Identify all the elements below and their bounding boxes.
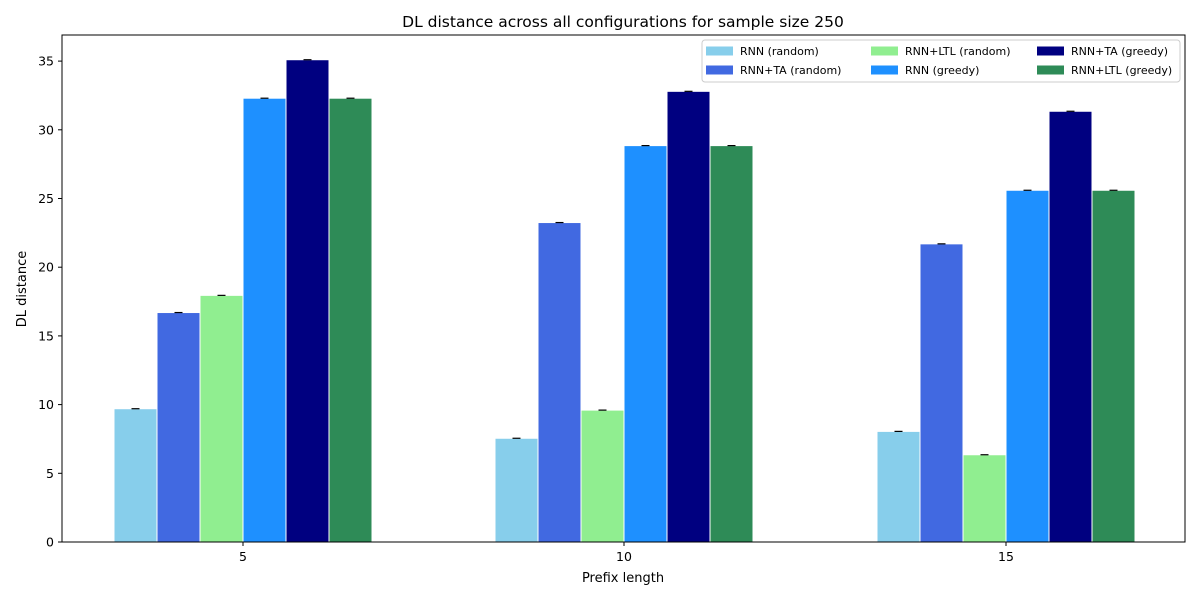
legend-label: RNN+TA (greedy) [1071,45,1168,58]
bar [709,145,754,543]
bar [285,59,330,543]
bar [580,409,625,543]
legend-swatch [706,65,733,75]
legend-swatch [871,65,898,75]
bar [876,430,921,543]
bar [199,294,244,543]
legend-swatch [871,46,898,56]
bar [623,145,668,543]
bar [328,97,373,543]
y-tick-label: 35 [38,54,54,69]
bar [494,437,539,543]
y-tick-label: 25 [38,191,54,206]
bar [1091,189,1136,543]
x-tick-label: 10 [616,549,632,564]
x-tick-label: 15 [998,549,1014,564]
legend-label: RNN+TA (random) [740,64,841,77]
y-tick-label: 5 [46,466,54,481]
legend-swatch [706,46,733,56]
bar [113,408,158,543]
chart-title: DL distance across all configurations fo… [402,13,844,31]
legend: RNN (random) RNN+TA (random) RNN+LTL (rand… [701,39,1181,83]
x-axis-label: Prefix length [582,571,664,586]
y-tick-label: 20 [38,260,54,275]
y-tick-label: 15 [38,328,54,343]
legend-swatch [1037,65,1064,75]
legend-label: RNN+LTL (random) [905,45,1011,58]
bar [919,243,964,543]
legend-swatch [1037,46,1064,56]
x-tick-label: 5 [239,549,247,564]
bar [537,222,582,543]
bar [242,97,287,543]
bar [666,90,711,543]
bar [156,312,201,543]
legend-label: RNN (greedy) [905,64,979,77]
y-tick-label: 10 [38,397,54,412]
legend-label: RNN (random) [740,45,819,58]
bar [962,454,1007,543]
bar [1005,189,1050,543]
y-tick-label: 30 [38,122,54,137]
bar [1048,110,1093,543]
y-axis-label: DL distance [15,251,30,327]
legend-label: RNN+LTL (greedy) [1071,64,1172,77]
y-tick-label: 0 [46,535,54,550]
